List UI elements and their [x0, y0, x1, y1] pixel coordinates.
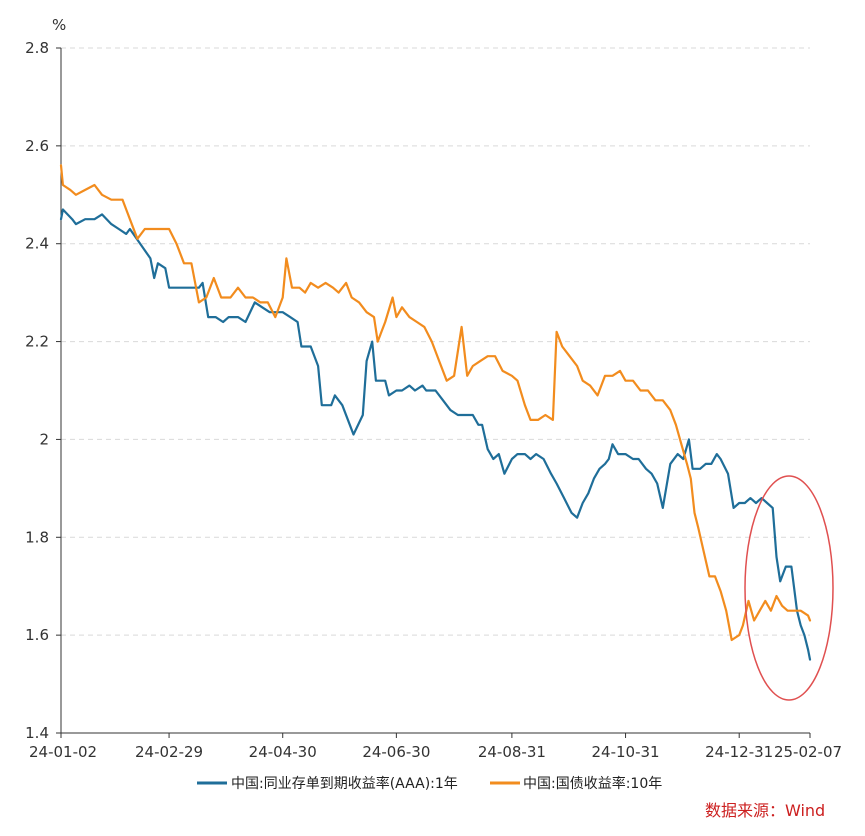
y-tick-label: 2.6: [25, 137, 49, 155]
x-tick-label: 25-02-07: [774, 743, 842, 761]
x-tick-label: 24-08-31: [478, 743, 546, 761]
y-tick-label: 1.6: [25, 626, 49, 644]
source-note: 数据来源：Wind: [705, 801, 825, 820]
series-line-1: [59, 208, 812, 661]
x-tick-label: 24-10-31: [591, 743, 659, 761]
x-tick-label: 24-06-30: [362, 743, 430, 761]
series-layer: [59, 164, 812, 661]
y-tick-label: 2.4: [25, 235, 49, 253]
x-tick-label: 24-04-30: [249, 743, 317, 761]
grid-lines: [61, 47, 810, 636]
highlight-ellipse: [744, 475, 834, 701]
y-tick-label: 2.2: [25, 333, 49, 351]
axes: [60, 48, 810, 734]
y-ticks: 1.4 1.6 1.8 2 2.2 2.4 2.6 2.8: [25, 39, 61, 742]
y-unit-label: %: [52, 16, 66, 34]
legend: 中国:同业存单到期收益率(AAA):1年 中国:国债收益率:10年: [197, 775, 662, 792]
x-ticks: 24-01-02 24-02-29 24-04-30 24-06-30 24-08-31…: [29, 733, 842, 761]
y-tick-label: 2: [39, 430, 49, 448]
x-tick-label: 24-01-02: [29, 743, 97, 761]
y-tick-label: 1.8: [25, 528, 49, 546]
x-tick-label: 24-12-31: [705, 743, 773, 761]
series-line-2: [59, 164, 812, 642]
y-tick-label: 1.4: [25, 724, 49, 742]
legend-label-series-2: 中国:国债收益率:10年: [523, 775, 662, 792]
legend-label-series-1: 中国:同业存单到期收益率(AAA):1年: [231, 775, 458, 792]
y-tick-label: 2.8: [25, 39, 49, 57]
x-tick-label: 24-02-29: [135, 743, 203, 761]
